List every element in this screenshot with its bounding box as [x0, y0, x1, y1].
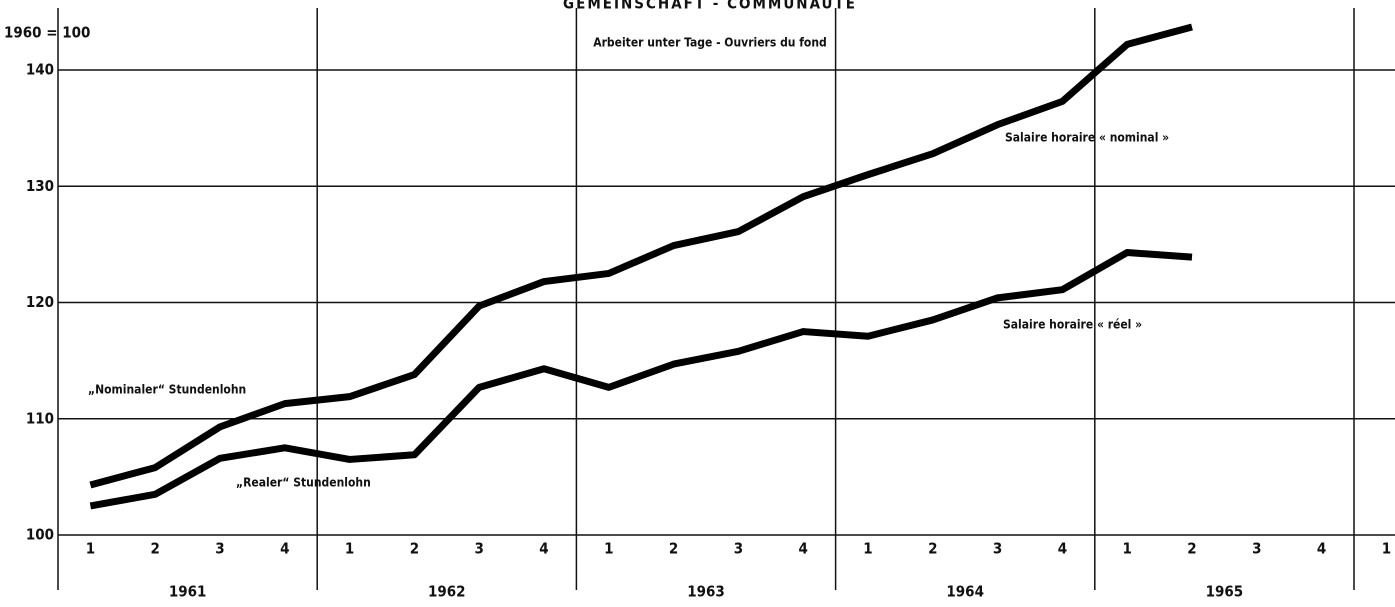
annotation: Salaire horaire « nominal »	[1005, 131, 1169, 145]
x-tick-label: 4	[280, 540, 289, 558]
x-tick-label: 1	[1382, 540, 1391, 558]
annotation: „Realer“ Stundenlohn	[236, 476, 371, 490]
year-label: 1962	[428, 583, 466, 601]
x-tick-label: 4	[1058, 540, 1067, 558]
x-tick-label: 3	[734, 540, 743, 558]
x-tick-label: 4	[539, 540, 548, 558]
series-line	[89, 23, 1193, 489]
year-label: 1961	[169, 583, 207, 601]
x-tick-label: 1	[86, 540, 95, 558]
y-tick-label: 100	[26, 526, 54, 544]
x-tick-label: 3	[215, 540, 224, 558]
x-tick-label: 3	[993, 540, 1002, 558]
y-tick-label: 130	[26, 177, 54, 195]
chart-subtitle: Arbeiter unter Tage - Ouvriers du fond	[593, 36, 827, 50]
year-label: 1963	[687, 583, 725, 601]
year-label: 1965	[1206, 583, 1244, 601]
x-tick-label: 3	[475, 540, 484, 558]
x-tick-label: 4	[799, 540, 808, 558]
x-tick-label: 2	[410, 540, 419, 558]
y-tick-label: 110	[26, 409, 54, 427]
x-tick-label: 3	[1252, 540, 1261, 558]
x-tick-label: 4	[1317, 540, 1326, 558]
series-line	[89, 249, 1193, 510]
annotation: „Nominaler“ Stundenlohn	[88, 383, 246, 397]
y-unit-label: 1960 = 100	[4, 24, 90, 42]
x-tick-label: 2	[669, 540, 678, 558]
chart-title: GEMEINSCHAFT - COMMUNAUTE	[563, 0, 857, 13]
x-tick-label: 2	[151, 540, 160, 558]
annotation: Salaire horaire « réel »	[1003, 318, 1142, 332]
year-label: 1964	[946, 583, 984, 601]
x-tick-label: 1	[1123, 540, 1132, 558]
y-tick-label: 140	[26, 61, 54, 79]
x-tick-label: 1	[604, 540, 613, 558]
x-tick-label: 1	[345, 540, 354, 558]
x-tick-label: 2	[928, 540, 937, 558]
x-tick-label: 2	[1187, 540, 1196, 558]
y-tick-label: 120	[26, 293, 54, 311]
x-tick-label: 1	[863, 540, 872, 558]
